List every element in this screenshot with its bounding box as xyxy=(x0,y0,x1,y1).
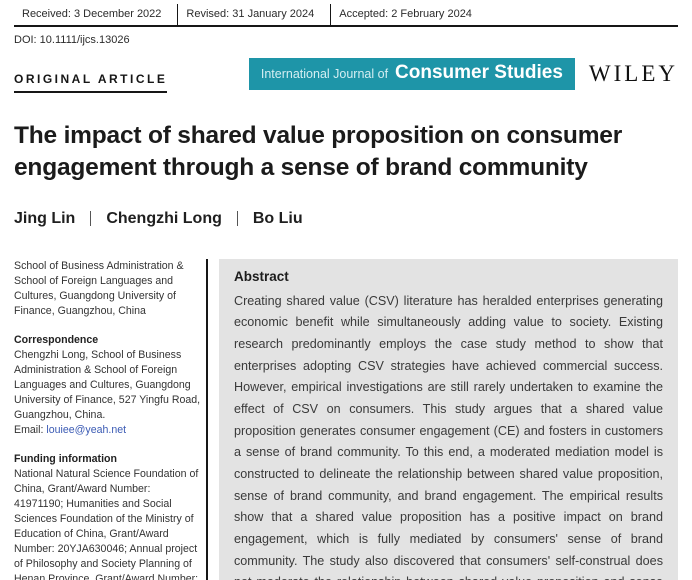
abstract-text: Creating shared value (CSV) literature h… xyxy=(234,293,663,580)
journal-brand-row: ORIGINAL ARTICLE International Journal o… xyxy=(14,58,678,93)
funding-heading: Funding information xyxy=(14,453,117,466)
column-divider xyxy=(206,258,208,580)
email-label: Email: xyxy=(14,424,47,436)
abstract-box: Abstract Creating shared value (CSV) lit… xyxy=(219,258,678,580)
accepted-date: Accepted: 2 February 2024 xyxy=(339,8,472,20)
affiliation: School of Business Administration & Scho… xyxy=(14,259,184,317)
journal-banner: International Journal of Consumer Studie… xyxy=(248,58,575,90)
email-line: Email: louiee@yeah.net xyxy=(14,423,202,438)
doi: DOI: 10.1111/ijcs.13026 xyxy=(14,34,130,46)
journal-name: Consumer Studies xyxy=(395,62,563,83)
author-name: Bo Liu xyxy=(252,209,303,227)
article-title: The impact of shared value proposition o… xyxy=(14,122,623,181)
revised-date: Revised: 31 January 2024 xyxy=(178,4,332,25)
article-type-container: ORIGINAL ARTICLE xyxy=(14,58,249,93)
author-name: Jing Lin xyxy=(14,209,76,227)
author-name: Chengzhi Long xyxy=(106,209,222,227)
funding-block: Funding information National Natural Sci… xyxy=(14,452,202,580)
authors-row: Jing Lin Chengzhi Long Bo Liu xyxy=(14,210,678,228)
correspondence-heading: Correspondence xyxy=(14,333,99,346)
abstract-heading: Abstract xyxy=(234,268,289,284)
wiley-logo: WILEY xyxy=(588,61,678,86)
author-separator xyxy=(236,211,238,227)
correspondence-text: Chengzhi Long, School of Business Admini… xyxy=(14,348,201,421)
article-type-label: ORIGINAL ARTICLE xyxy=(14,72,168,93)
email-link[interactable]: louiee@yeah.net xyxy=(46,424,127,436)
journal-name-prefix: International Journal of xyxy=(260,67,389,81)
correspondence-block: Correspondence Chengzhi Long, School of … xyxy=(14,333,202,438)
submission-dates-bar: Received: 3 December 2022 Revised: 31 Ja… xyxy=(14,4,678,27)
article-info-sidebar: School of Business Administration & Scho… xyxy=(14,259,202,580)
article-first-page: Received: 3 December 2022 Revised: 31 Ja… xyxy=(0,4,692,580)
author-separator xyxy=(90,211,92,227)
funding-text: National Natural Science Foundation of C… xyxy=(14,468,199,580)
received-date: Received: 3 December 2022 xyxy=(14,4,179,25)
main-section: School of Business Administration & Scho… xyxy=(14,258,678,580)
